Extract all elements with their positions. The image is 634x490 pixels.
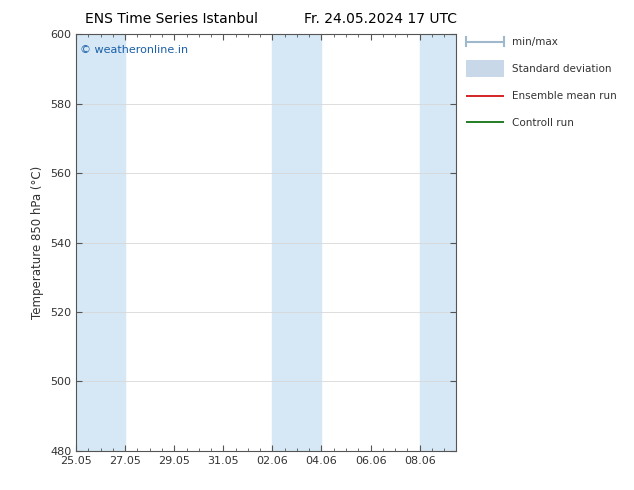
Text: min/max: min/max [512, 37, 557, 47]
Y-axis label: Temperature 850 hPa (°C): Temperature 850 hPa (°C) [32, 166, 44, 319]
Bar [420, 34, 469, 451]
Text: Standard deviation: Standard deviation [512, 64, 611, 74]
Bar [76, 34, 125, 451]
Text: Controll run: Controll run [512, 118, 574, 127]
Bar [273, 34, 321, 451]
Text: Ensemble mean run: Ensemble mean run [512, 91, 616, 100]
Text: ENS Time Series Istanbul: ENS Time Series Istanbul [85, 12, 257, 26]
Text: © weatheronline.in: © weatheronline.in [80, 45, 188, 55]
Text: Fr. 24.05.2024 17 UTC: Fr. 24.05.2024 17 UTC [304, 12, 457, 26]
